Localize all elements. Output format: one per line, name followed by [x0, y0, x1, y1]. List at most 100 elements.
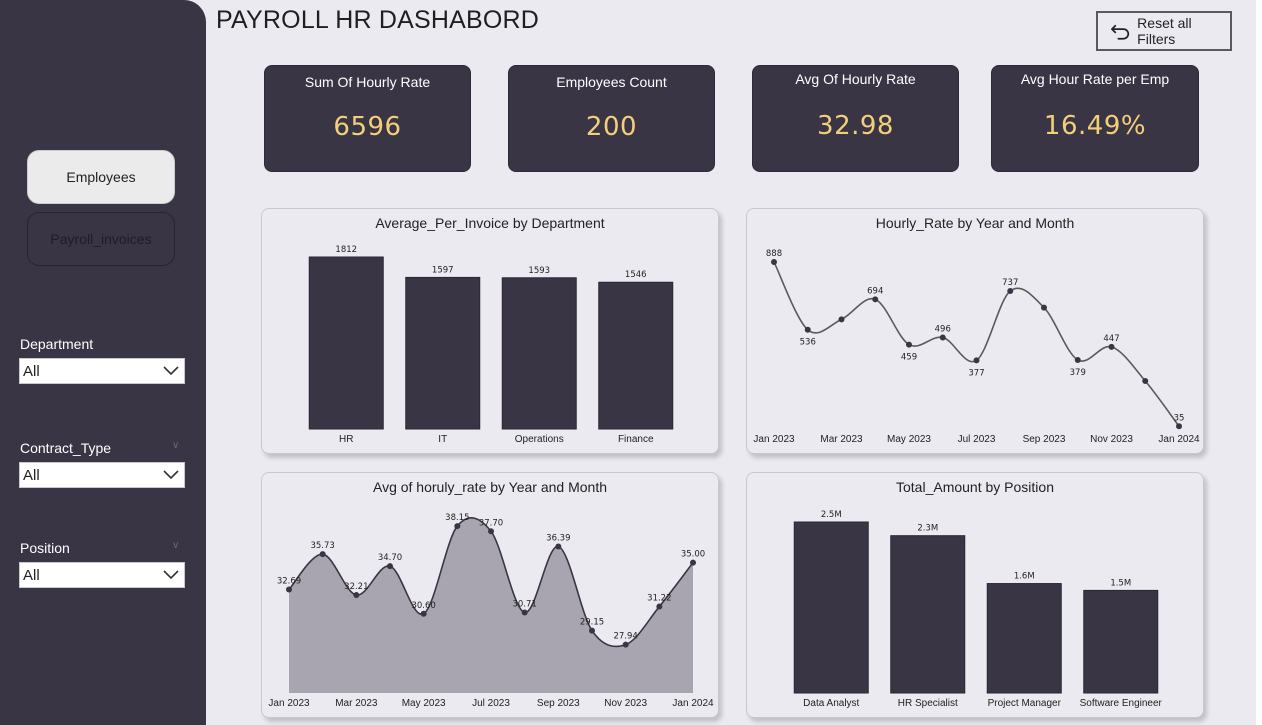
chart-total-amount-by-position: Total_Amount by Position 2.5M Data Analys…: [746, 472, 1204, 718]
series-line: [773, 261, 1180, 427]
data-label: 536: [800, 338, 816, 348]
data-label: 31.22: [647, 594, 671, 604]
department-filter-value: All: [23, 362, 40, 380]
data-point: [690, 559, 696, 566]
data-point: [387, 563, 393, 570]
data-point: [622, 641, 629, 648]
data-point: [872, 296, 879, 303]
x-tick-label: Jan 2023: [753, 434, 795, 445]
data-label: 1593: [528, 266, 550, 276]
data-point: [420, 610, 427, 617]
data-label: 459: [901, 353, 917, 363]
data-label: 36.39: [546, 534, 570, 544]
position-filter-value: All: [23, 566, 40, 584]
data-point: [1176, 423, 1182, 430]
x-tick-label: HR Specialist: [898, 698, 958, 709]
data-point: [656, 603, 663, 610]
data-label: 1597: [432, 265, 454, 275]
sidebar: Employees Payroll_invoices Department Al…: [0, 0, 206, 725]
x-tick-label: Nov 2023: [1090, 434, 1133, 445]
bar: [405, 276, 481, 430]
data-label: 37.70: [479, 518, 503, 528]
chevron-down-icon: [163, 470, 179, 480]
x-tick-label: Operations: [515, 434, 564, 445]
data-label: 1.5M: [1110, 578, 1131, 588]
x-tick-label: Data Analyst: [803, 698, 859, 709]
kpi-card-employees-count: Employees Count 200: [508, 65, 715, 172]
chart-average-per-invoice-by-department: Average_Per_Invoice by Department 1812 HR…: [261, 208, 719, 454]
data-label: 737: [1002, 278, 1018, 288]
bar: [890, 535, 966, 694]
data-point: [488, 528, 494, 535]
x-tick-label: Project Manager: [988, 698, 1062, 709]
data-label: 888: [766, 249, 782, 259]
data-label: 1.6M: [1014, 572, 1035, 582]
chart-title: Avg of horuly_rate by Year and Month: [372, 479, 607, 495]
undo-arrow-icon: [1111, 24, 1130, 40]
x-tick-label: Finance: [618, 434, 654, 445]
chart-title: Hourly_Rate by Year and Month: [875, 215, 1075, 231]
bar: [598, 281, 674, 430]
data-point: [555, 543, 562, 550]
data-label: 32.21: [344, 582, 368, 592]
chart-title: Average_Per_Invoice by Department: [375, 215, 605, 231]
reset-filters-button[interactable]: Reset all Filters: [1096, 11, 1232, 51]
kpi-value: 6596: [333, 112, 402, 142]
data-label: 2.5M: [821, 510, 842, 520]
data-label: 694: [867, 286, 883, 296]
chevron-down-icon: [163, 570, 179, 580]
data-label: 496: [935, 324, 951, 334]
data-label: 35.73: [310, 541, 334, 551]
kpi-label: Avg Of Hourly Rate: [795, 71, 916, 87]
kpi-label: Avg Hour Rate per Emp: [1020, 71, 1170, 87]
collapse-chevron-icon[interactable]: ∨: [172, 540, 180, 551]
data-point: [906, 341, 912, 348]
x-tick-label: Software Engineer: [1080, 698, 1163, 709]
data-point: [454, 523, 461, 530]
data-point: [1108, 343, 1115, 350]
page-title: PAYROLL HR DASHABORD: [216, 6, 540, 34]
bar: [501, 277, 577, 430]
x-tick-label: May 2023: [887, 434, 931, 445]
data-label: 34.70: [378, 553, 402, 563]
bar-chart: 1812 HR 1597 IT 1593 Operations 1546 Finance: [308, 245, 674, 445]
window-edge: [1256, 0, 1262, 725]
data-label: 1546: [625, 270, 647, 280]
data-label: 35.00: [681, 550, 705, 560]
reset-filters-label: Reset all Filters: [1137, 15, 1192, 47]
data-point: [1007, 288, 1014, 295]
kpi-card-avg-hour-rate-per-emp: Avg Hour Rate per Emp 16.49%: [991, 65, 1199, 172]
data-label: 447: [1103, 334, 1119, 344]
nav-employees-button[interactable]: Employees: [27, 150, 175, 204]
kpi-value: 200: [585, 112, 638, 142]
x-tick-label: Jul 2023: [958, 434, 996, 445]
data-label: 27.94: [613, 632, 637, 642]
data-point: [804, 326, 811, 333]
data-point: [1041, 304, 1047, 311]
line-chart: 888 536 694 459 496 377 737 379 447 35 Jan 2023 Mar…: [753, 249, 1200, 445]
x-tick-label: Mar 2023: [820, 434, 863, 445]
data-label: 377: [968, 368, 984, 378]
data-point: [1074, 356, 1081, 363]
department-filter-select[interactable]: All: [19, 358, 185, 384]
position-filter-select[interactable]: All: [19, 562, 185, 588]
bar: [1083, 589, 1159, 694]
area-chart: 32.69 35.73 32.21 34.70 30.60 38.15 37.70 30.71…: [268, 513, 714, 709]
bar: [793, 521, 869, 694]
data-label: 2.3M: [917, 524, 938, 534]
contract-type-filter-select[interactable]: All: [19, 462, 185, 488]
x-tick-label: Nov 2023: [604, 698, 647, 709]
kpi-value: 16.49%: [1043, 111, 1147, 141]
data-point: [353, 592, 360, 599]
bar: [986, 583, 1062, 694]
x-tick-label: HR: [339, 434, 353, 445]
x-tick-label: Jul 2023: [472, 698, 510, 709]
data-point: [589, 627, 595, 634]
collapse-chevron-icon[interactable]: ∨: [172, 440, 180, 451]
data-label: 35: [1174, 413, 1185, 423]
x-tick-label: Sep 2023: [537, 698, 580, 709]
kpi-value: 32.98: [817, 111, 894, 141]
chart-title: Total_Amount by Position: [896, 479, 1054, 495]
nav-payroll-invoices-button[interactable]: Payroll_invoices: [27, 212, 175, 266]
data-label: 1812: [335, 245, 357, 255]
